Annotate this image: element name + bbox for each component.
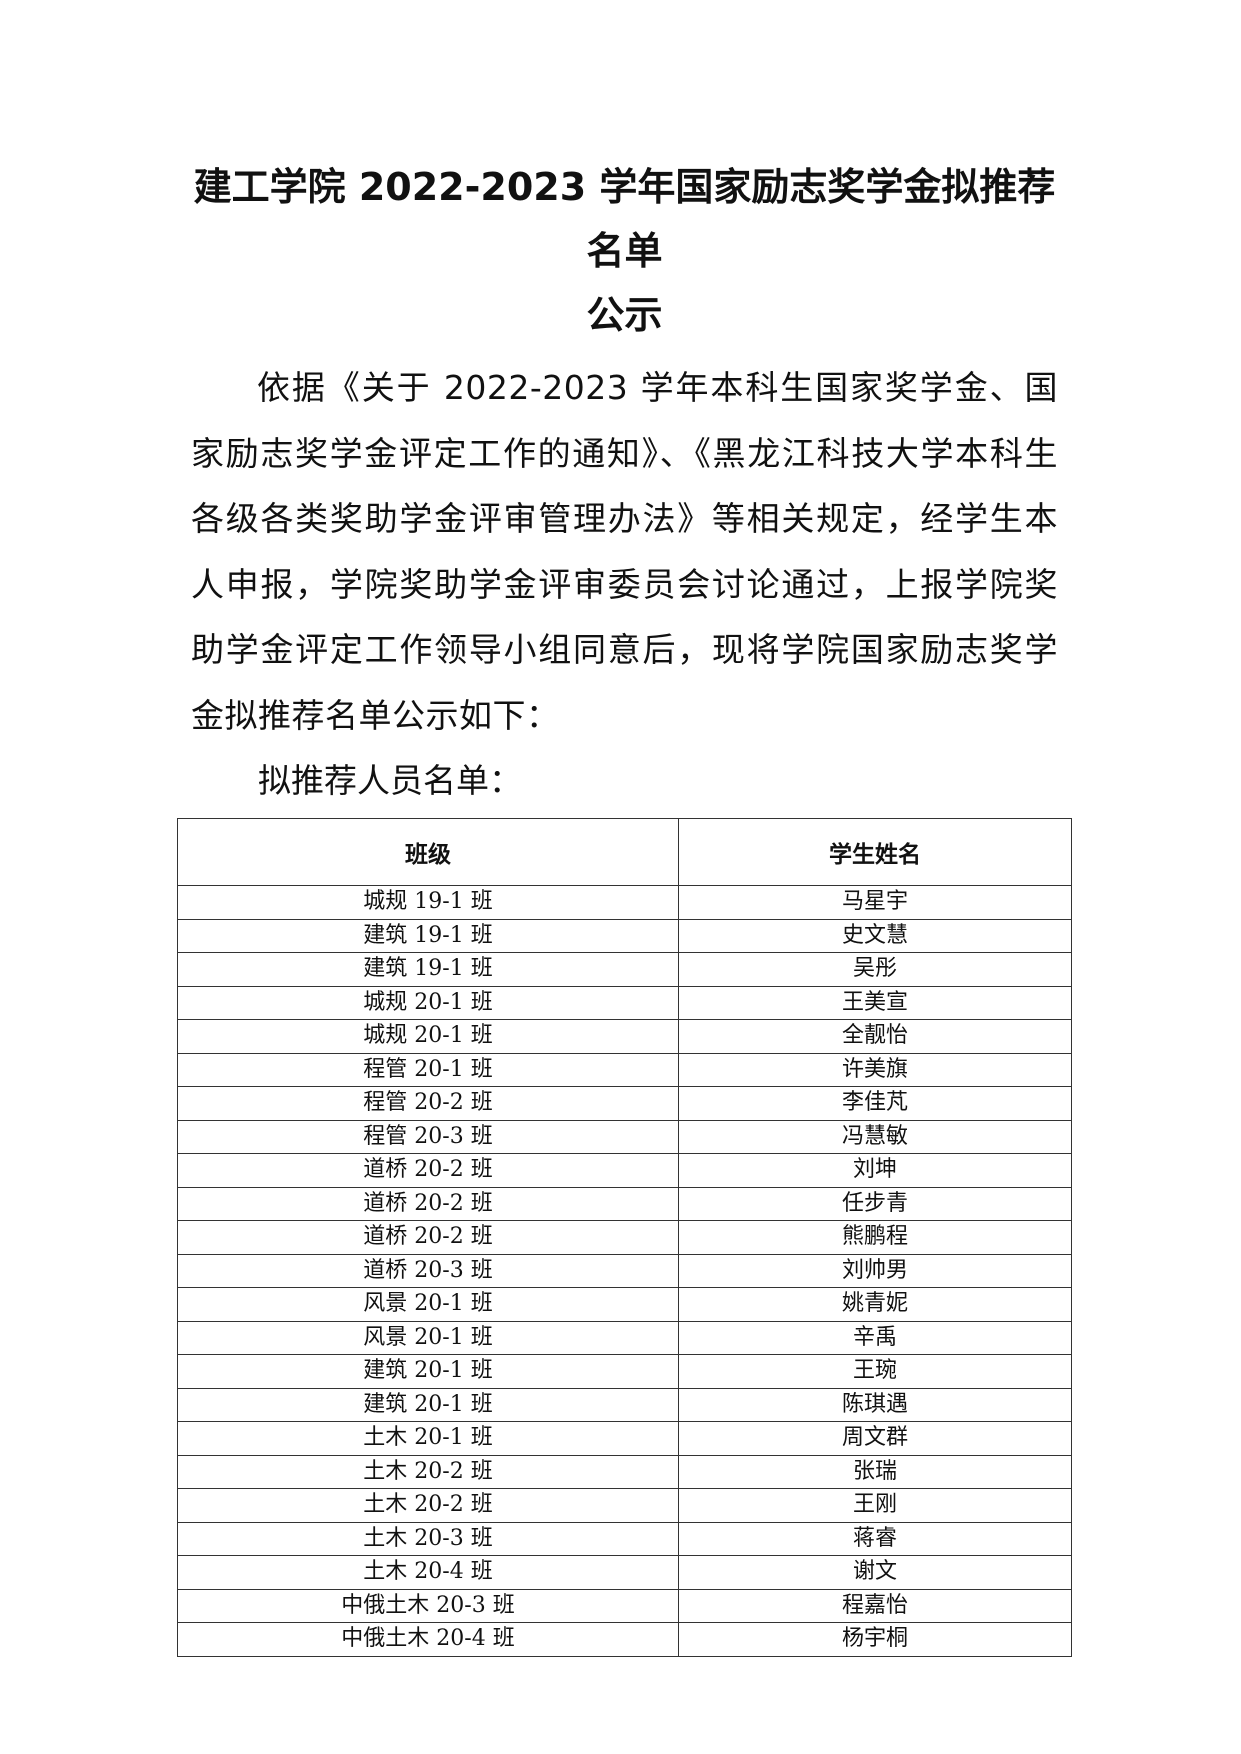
class-cell: 道桥 20-2 班 — [177, 1186, 679, 1221]
student-name-cell: 姚青妮 — [678, 1287, 1072, 1322]
table-row: 土木 20-1 班周文群 — [177, 1421, 1072, 1456]
class-cell: 土木 20-2 班 — [177, 1488, 679, 1523]
student-name-cell: 刘坤 — [678, 1153, 1072, 1188]
document-title: 建工学院 2022-2023 学年国家励志奖学金拟推荐名单 公示 — [177, 155, 1072, 347]
table-row: 道桥 20-2 班熊鹏程 — [177, 1220, 1072, 1255]
class-cell: 建筑 19-1 班 — [177, 952, 679, 987]
table-row: 道桥 20-3 班刘帅男 — [177, 1253, 1072, 1288]
student-name-cell: 王刚 — [678, 1488, 1072, 1523]
student-name-cell: 杨宇桐 — [678, 1622, 1072, 1657]
table-row: 土木 20-2 班王刚 — [177, 1488, 1072, 1523]
student-name-cell: 程嘉怡 — [678, 1588, 1072, 1623]
class-cell: 建筑 20-1 班 — [177, 1387, 679, 1422]
student-name-cell: 熊鹏程 — [678, 1220, 1072, 1255]
class-cell: 土木 20-4 班 — [177, 1555, 679, 1590]
class-cell: 程管 20-2 班 — [177, 1086, 679, 1121]
table-row: 土木 20-4 班谢文 — [177, 1555, 1072, 1590]
student-name-cell: 刘帅男 — [678, 1253, 1072, 1288]
class-cell: 风景 20-1 班 — [177, 1287, 679, 1322]
header-class: 班级 — [177, 818, 679, 886]
student-name-cell: 许美旗 — [678, 1052, 1072, 1087]
class-cell: 中俄土木 20-3 班 — [177, 1588, 679, 1623]
student-name-cell: 王美宣 — [678, 985, 1072, 1020]
class-cell: 城规 20-1 班 — [177, 1019, 679, 1054]
table-row: 道桥 20-2 班任步青 — [177, 1186, 1072, 1221]
table-row: 程管 20-3 班冯慧敏 — [177, 1119, 1072, 1154]
class-cell: 道桥 20-2 班 — [177, 1153, 679, 1188]
table-row: 土木 20-2 班张瑞 — [177, 1454, 1072, 1489]
student-name-cell: 陈琪遇 — [678, 1387, 1072, 1422]
student-name-cell: 周文群 — [678, 1421, 1072, 1456]
table-row: 程管 20-1 班许美旗 — [177, 1052, 1072, 1087]
table-row: 城规 19-1 班马星宇 — [177, 885, 1072, 920]
student-name-cell: 王琬 — [678, 1354, 1072, 1389]
class-cell: 风景 20-1 班 — [177, 1320, 679, 1355]
table-row: 风景 20-1 班姚青妮 — [177, 1287, 1072, 1322]
title-line-2: 公示 — [586, 293, 663, 337]
class-cell: 中俄土木 20-4 班 — [177, 1622, 679, 1657]
class-cell: 程管 20-1 班 — [177, 1052, 679, 1087]
student-name-cell: 辛禹 — [678, 1320, 1072, 1355]
class-cell: 程管 20-3 班 — [177, 1119, 679, 1154]
table-row: 道桥 20-2 班刘坤 — [177, 1153, 1072, 1188]
table-row: 城规 20-1 班全靓怡 — [177, 1019, 1072, 1054]
table-row: 中俄土木 20-4 班杨宇桐 — [177, 1622, 1072, 1657]
class-cell: 土木 20-3 班 — [177, 1521, 679, 1556]
student-name-cell: 史文慧 — [678, 918, 1072, 953]
class-cell: 建筑 20-1 班 — [177, 1354, 679, 1389]
class-cell: 建筑 19-1 班 — [177, 918, 679, 953]
class-cell: 道桥 20-2 班 — [177, 1220, 679, 1255]
student-name-cell: 张瑞 — [678, 1454, 1072, 1489]
student-name-cell: 李佳芃 — [678, 1086, 1072, 1121]
class-cell: 城规 20-1 班 — [177, 985, 679, 1020]
table-row: 建筑 19-1 班史文慧 — [177, 918, 1072, 953]
student-name-cell: 任步青 — [678, 1186, 1072, 1221]
class-cell: 土木 20-1 班 — [177, 1421, 679, 1456]
recommendation-table: 班级 学生姓名 城规 19-1 班马星宇 建筑 19-1 班史文慧 建筑 19-1 … — [177, 818, 1072, 1657]
table-row: 建筑 19-1 班吴彤 — [177, 952, 1072, 987]
list-heading: 拟推荐人员名单： — [258, 761, 522, 800]
class-cell: 土木 20-2 班 — [177, 1454, 679, 1489]
table-row: 城规 20-1 班王美宣 — [177, 985, 1072, 1020]
title-line-1: 建工学院 2022-2023 学年国家励志奖学金拟推荐名单 — [193, 165, 1056, 273]
student-name-cell: 蒋睿 — [678, 1521, 1072, 1556]
document-page: 建工学院 2022-2023 学年国家励志奖学金拟推荐名单 公示 依据《关于 2… — [177, 155, 1072, 1657]
table-row: 程管 20-2 班李佳芃 — [177, 1086, 1072, 1121]
student-name-cell: 冯慧敏 — [678, 1119, 1072, 1154]
body-paragraph: 依据《关于 2022-2023 学年本科生国家奖学金、国家励志奖学金评定工作的通… — [191, 368, 1058, 735]
student-name-cell: 谢文 — [678, 1555, 1072, 1590]
student-name-cell: 吴彤 — [678, 952, 1072, 987]
class-cell: 城规 19-1 班 — [177, 885, 679, 920]
table-row: 土木 20-3 班蒋睿 — [177, 1521, 1072, 1556]
class-cell: 道桥 20-3 班 — [177, 1253, 679, 1288]
table-row: 中俄土木 20-3 班程嘉怡 — [177, 1588, 1072, 1623]
header-student-name: 学生姓名 — [678, 818, 1072, 886]
table-row: 风景 20-1 班辛禹 — [177, 1320, 1072, 1355]
table-row: 建筑 20-1 班王琬 — [177, 1354, 1072, 1389]
student-name-cell: 马星宇 — [678, 885, 1072, 920]
table-header-row: 班级 学生姓名 — [177, 818, 1072, 886]
table-row: 建筑 20-1 班陈琪遇 — [177, 1387, 1072, 1422]
student-name-cell: 全靓怡 — [678, 1019, 1072, 1054]
